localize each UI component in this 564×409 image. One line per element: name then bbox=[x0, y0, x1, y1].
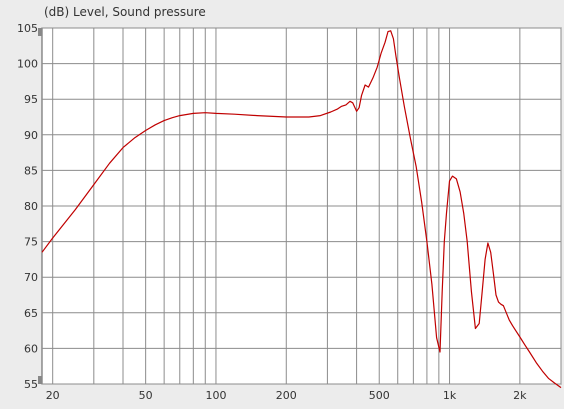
x-tick-label: 50 bbox=[139, 389, 153, 402]
y-tick-label: 55 bbox=[24, 378, 38, 391]
x-tick-label: 100 bbox=[205, 389, 226, 402]
y-tick-label: 80 bbox=[24, 200, 38, 213]
x-tick-label: 1k bbox=[443, 389, 457, 402]
y-tick-label: 95 bbox=[24, 93, 38, 106]
x-tick-label: 500 bbox=[369, 389, 390, 402]
grid-lines bbox=[42, 27, 562, 385]
y-tick-label: 70 bbox=[24, 271, 38, 284]
y-tick-label: 65 bbox=[24, 307, 38, 320]
x-tick-labels: 20 50 100 200 500 1k 2k bbox=[46, 389, 527, 402]
x-tick-label: 20 bbox=[46, 389, 60, 402]
x-tick-label: 2k bbox=[513, 389, 527, 402]
y-tick-label: 100 bbox=[17, 58, 38, 71]
y-scroll-handle-top[interactable] bbox=[38, 28, 42, 36]
y-tick-label: 105 bbox=[17, 22, 38, 35]
y-tick-label: 75 bbox=[24, 236, 38, 249]
y-scroll-handle-bottom[interactable] bbox=[38, 376, 42, 384]
series-line bbox=[41, 30, 562, 389]
y-tick-labels: 55 60 65 70 75 80 85 90 95 100 105 bbox=[17, 22, 38, 391]
chart-title: (dB) Level, Sound pressure bbox=[44, 5, 206, 19]
series-layer bbox=[41, 30, 562, 389]
y-tick-label: 90 bbox=[24, 129, 38, 142]
y-tick-label: 60 bbox=[24, 342, 38, 355]
y-tick-label: 85 bbox=[24, 164, 38, 177]
x-tick-label: 200 bbox=[276, 389, 297, 402]
